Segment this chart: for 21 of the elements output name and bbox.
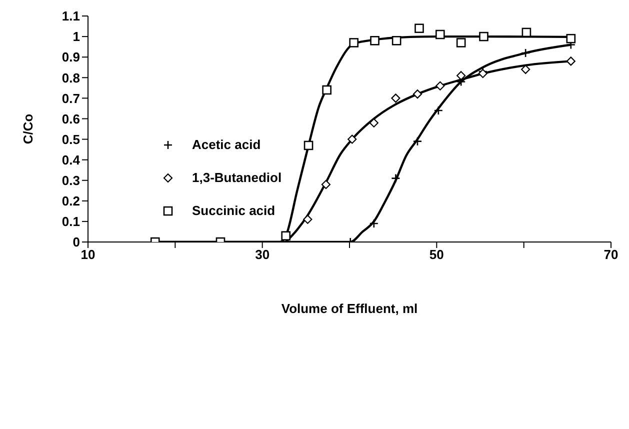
y-tick-label: 1.1	[62, 8, 80, 24]
x-tick-label: 50	[429, 247, 444, 262]
y-tick-label: 1	[72, 29, 80, 44]
y-tick-label: 0.6	[62, 111, 80, 126]
y-tick-label: 0.8	[62, 70, 80, 86]
y-axis-title: C/Co	[20, 114, 36, 144]
x-tick-label: 10	[80, 247, 96, 262]
legend-label: Acetic acid	[192, 137, 261, 152]
y-tick-label: 0.9	[62, 50, 80, 65]
y-tick-label: 0.3	[62, 172, 80, 188]
x-tick-label: 30	[255, 247, 270, 262]
y-tick-label: 0	[72, 234, 80, 250]
y-tick-label: 0.1	[62, 214, 80, 230]
legend-label: 1,3-Butanediol	[192, 170, 282, 185]
x-tick-label: 70	[604, 247, 618, 262]
y-tick-label: 0.2	[62, 194, 80, 209]
legend-label: Succinic acid	[192, 203, 276, 218]
y-tick-label: 0.5	[62, 132, 80, 147]
x-axis-title: Volume of Effluent, ml	[281, 301, 418, 316]
y-tick-label: 0.7	[62, 90, 80, 106]
y-tick-label: 0.4	[62, 152, 81, 168]
